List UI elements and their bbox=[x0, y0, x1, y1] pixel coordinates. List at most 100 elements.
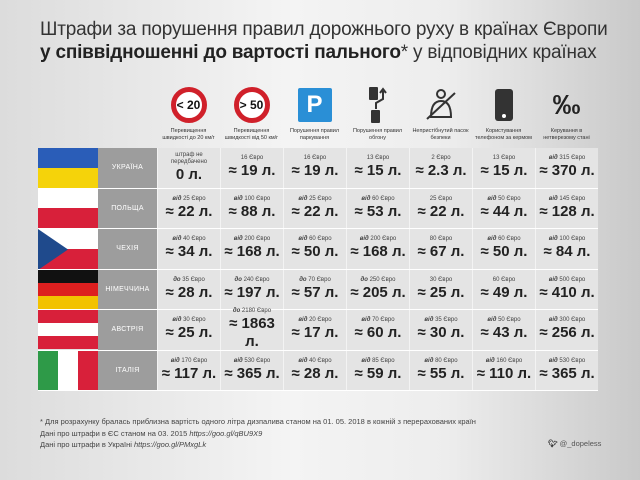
fine-euro: 2 Євро bbox=[431, 155, 451, 162]
fine-cell: від 25 Євро ≈ 22 л. bbox=[283, 188, 346, 228]
twitter-credit: 🐦︎ @_dopeless bbox=[548, 439, 601, 448]
fine-prefix: від bbox=[361, 317, 371, 324]
fine-prefix: від bbox=[424, 357, 434, 364]
fuel-liters: ≈ 34 л. bbox=[165, 243, 213, 261]
fine-prefix: від bbox=[548, 236, 558, 243]
fuel-liters: ≈ 365 л. bbox=[539, 364, 595, 382]
fine-amount: від 30 Євро bbox=[158, 317, 220, 324]
fine-euro: 240 Євро bbox=[243, 276, 270, 283]
fuel-liters: ≈ 84 л. bbox=[543, 243, 591, 261]
column-header: ‰ Керування в нетверезому стані bbox=[535, 84, 598, 142]
fine-cell: 25 Євро ≈ 22 л. bbox=[409, 188, 472, 228]
fine-amount: до 35 Євро bbox=[158, 277, 220, 284]
fine-cell: від 530 Євро ≈ 365 л. bbox=[535, 350, 598, 390]
table-row: ПОЛЬЩА від 25 Євро ≈ 22 л. від 100 Євро ≈ 88… bbox=[38, 188, 598, 229]
fuel-liters: ≈ 30 л. bbox=[417, 324, 465, 342]
fine-cell: від 25 Євро ≈ 22 л. bbox=[157, 188, 220, 228]
fine-euro: 50 Євро bbox=[498, 317, 521, 324]
fine-cell: від 85 Євро ≈ 59 л. bbox=[346, 350, 409, 390]
fine-euro: 200 Євро bbox=[244, 236, 271, 243]
fine-prefix: від bbox=[548, 317, 558, 324]
fine-euro: 35 Євро bbox=[435, 317, 458, 324]
fine-euro: 25 Євро bbox=[183, 195, 206, 202]
ua-source-link[interactable]: https://goo.gl/PMxgLk bbox=[133, 440, 207, 449]
eu-source-link[interactable]: https://goo.gl/qBU9X9 bbox=[189, 428, 263, 438]
fuel-liters: ≈ 117 л. bbox=[161, 364, 217, 382]
fuel-liters: ≈ 67 л. bbox=[417, 243, 465, 261]
fuel-liters: ≈ 50 л. bbox=[480, 243, 528, 261]
country-name: НІМЕЧЧИНА bbox=[98, 269, 157, 309]
fuel-liters: ≈ 365 л. bbox=[224, 364, 280, 382]
fine-cell: 2 Євро ≈ 2.3 л. bbox=[409, 148, 472, 188]
fine-euro: 315 Євро bbox=[559, 155, 586, 162]
column-header: > 50 Перевищення швидкості від 50 км/г bbox=[220, 84, 283, 142]
fine-prefix: від bbox=[298, 236, 308, 243]
ua-source-text: Дані про штрафи в Україні bbox=[40, 440, 134, 449]
speed-limit-over-50-icon: > 50 bbox=[233, 87, 270, 123]
fine-euro: 70 Євро bbox=[308, 276, 331, 283]
fuel-liters: ≈ 19 л. bbox=[291, 162, 339, 180]
twitter-handle[interactable]: @_dopeless bbox=[559, 439, 602, 448]
column-label: Перевищення швидкості до 20 км/г bbox=[162, 128, 215, 141]
fuel-liters: ≈ 57 л. bbox=[291, 283, 339, 301]
fine-euro: 25 Євро bbox=[309, 195, 332, 202]
fine-prefix: від bbox=[487, 236, 497, 243]
fine-euro: 25 Євро bbox=[429, 195, 453, 202]
eu-source-text: Дані про штрафи в ЄС станом на 03. 2015 bbox=[40, 428, 190, 438]
fine-amount: 16 Євро bbox=[221, 155, 283, 162]
fuel-liters: ≈ 44 л. bbox=[480, 202, 528, 220]
fine-amount: від 25 Євро bbox=[158, 196, 220, 203]
fine-prefix: від bbox=[172, 195, 182, 202]
fuel-liters: ≈ 55 л. bbox=[417, 364, 465, 382]
title-line-2-bold: у співвідношенні до вартості пального bbox=[40, 42, 401, 63]
fine-cell: від 35 Євро ≈ 30 л. bbox=[409, 310, 472, 350]
fuel-liters: ≈ 28 л. bbox=[165, 283, 213, 301]
fuel-liters: ≈ 17 л. bbox=[291, 324, 339, 342]
fine-cell: від 40 Євро ≈ 34 л. bbox=[157, 229, 220, 269]
fine-cell: 30 Євро ≈ 25 л. bbox=[409, 269, 472, 309]
fine-cell: 13 Євро ≈ 15 л. bbox=[472, 148, 535, 188]
column-header: < 20 Перевищення швидкості до 20 км/г bbox=[157, 84, 220, 142]
fine-amount: від 170 Євро bbox=[158, 358, 220, 365]
fine-prefix: від bbox=[172, 317, 182, 324]
flag-de bbox=[38, 269, 98, 310]
fuel-liters: ≈ 15 л. bbox=[354, 162, 402, 180]
fine-cell: 80 Євро ≈ 67 л. bbox=[409, 229, 472, 269]
fine-cell: від 530 Євро ≈ 365 л. bbox=[220, 350, 283, 390]
fine-amount: 13 Євро bbox=[473, 155, 535, 162]
fine-prefix: від bbox=[298, 195, 308, 202]
fine-amount: від 50 Євро bbox=[473, 317, 535, 324]
fine-amount: від 35 Євро bbox=[410, 317, 472, 324]
fuel-liters: ≈ 19 л. bbox=[228, 162, 276, 180]
fine-cell: від 300 Євро ≈ 256 л. bbox=[535, 310, 598, 350]
title-line-1: Штрафи за порушення правил дорожнього ру… bbox=[40, 19, 608, 40]
column-label: Перевищення швидкості від 50 км/г bbox=[224, 128, 279, 141]
fine-prefix: від bbox=[487, 317, 497, 324]
fine-cell: від 30 Євро ≈ 25 л. bbox=[157, 310, 220, 350]
country-name: ПОЛЬЩА bbox=[98, 188, 157, 228]
fine-amount: 30 Євро bbox=[410, 277, 472, 284]
fine-cell: від 40 Євро ≈ 28 л. bbox=[283, 350, 346, 390]
fuel-liters: ≈ 2.3 л. bbox=[415, 162, 467, 180]
fine-euro: 170 Євро bbox=[181, 357, 208, 364]
fine-cell: від 145 Євро ≈ 128 л. bbox=[535, 188, 598, 228]
fine-amount: від 20 Євро bbox=[284, 317, 346, 324]
fine-euro: штраф не передбачено bbox=[170, 151, 208, 165]
fine-amount: від 70 Євро bbox=[347, 317, 409, 324]
twitter-bird-icon: 🐦︎ bbox=[548, 439, 558, 448]
fuel-liters: ≈ 15 л. bbox=[480, 162, 528, 180]
fine-prefix: від bbox=[361, 357, 371, 364]
fine-amount: від 300 Євро bbox=[536, 317, 598, 324]
fine-euro: 40 Євро bbox=[309, 357, 332, 364]
fine-euro: 13 Євро bbox=[366, 155, 390, 162]
fuel-liters: ≈ 43 л. bbox=[480, 324, 528, 342]
fine-prefix: від bbox=[359, 236, 369, 243]
fine-cell: до 250 Євро ≈ 205 л. bbox=[346, 269, 409, 309]
fuel-liters: ≈ 49 л. bbox=[480, 283, 528, 301]
fine-prefix: від bbox=[548, 276, 558, 283]
fine-euro: 30 Євро bbox=[183, 317, 206, 324]
fine-cell: від 100 Євро ≈ 88 л. bbox=[220, 188, 283, 228]
fine-cell: від 500 Євро ≈ 410 л. bbox=[535, 269, 598, 309]
fine-euro: 50 Євро bbox=[498, 195, 521, 202]
fuel-liters: ≈ 53 л. bbox=[354, 202, 402, 220]
